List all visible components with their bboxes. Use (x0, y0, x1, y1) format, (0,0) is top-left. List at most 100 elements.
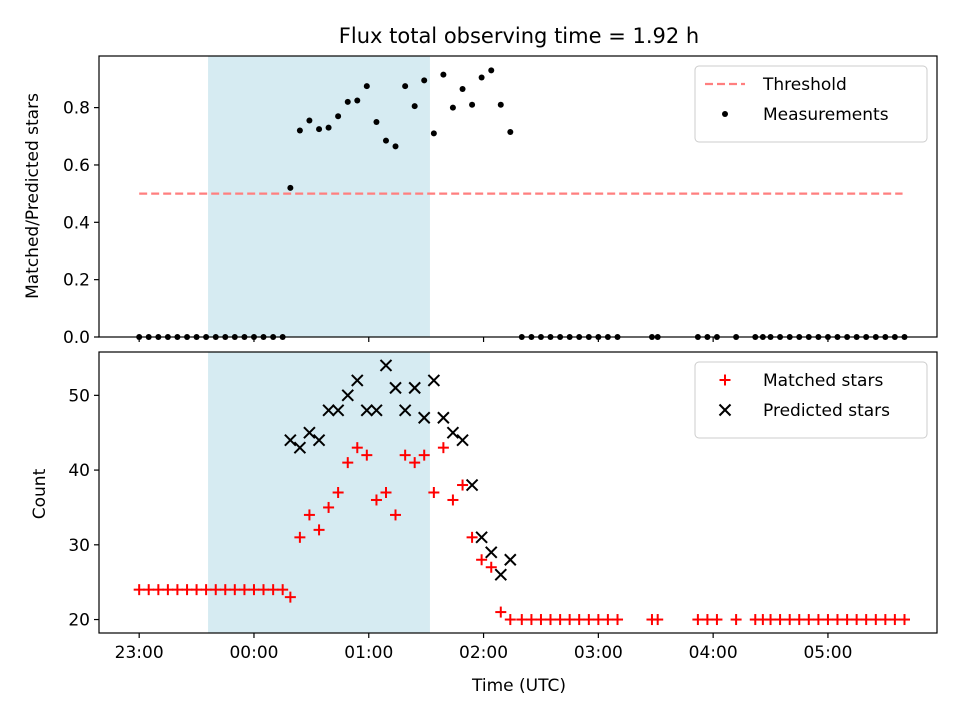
observing-window-top (208, 56, 430, 337)
matched-star-point-56 (730, 614, 742, 626)
measurement-point-32 (440, 71, 447, 78)
matched-star-point-34 (457, 479, 469, 491)
matched-star-point-31 (428, 487, 440, 498)
matched-star-point-17 (294, 531, 306, 543)
measurement-point-23 (354, 97, 361, 104)
matched-star-point-61 (784, 614, 796, 626)
x-tick-label-5: 04:00 (689, 643, 738, 663)
matched-star-point-73 (899, 614, 911, 626)
legend-box-bottom (694, 361, 928, 439)
x-tick-label-0: 23:00 (115, 643, 164, 663)
legend-matched-swatch (719, 374, 731, 386)
matched-star-point-49 (602, 614, 614, 626)
measurement-point-30 (421, 77, 428, 84)
matched-star-point-55 (711, 614, 723, 626)
measurement-point-25 (373, 118, 380, 125)
predicted-star-point-12 (398, 404, 412, 417)
matched-star-point-59 (765, 614, 777, 626)
predicted-star-point-3 (312, 433, 326, 447)
measurement-point-36 (478, 74, 485, 81)
matched-star-point-29 (409, 457, 421, 469)
matched-star-point-48 (592, 614, 604, 626)
x-tick-label-2: 01:00 (344, 643, 393, 663)
predicted-star-point-10 (379, 359, 393, 372)
bottom-panel: 20 30 40 50 23:00 00:00 01:00 02:00 03:00 04:00 05… (68, 351, 938, 663)
predicted-star-point-0 (284, 433, 297, 447)
matched-star-point-6 (191, 584, 203, 596)
measurement-point-18 (306, 117, 313, 124)
y-axis-label-bottom: Count (30, 468, 50, 519)
predicted-star-point-22 (494, 568, 507, 581)
predicted-star-point-7 (351, 374, 364, 387)
measurement-point-29 (411, 103, 418, 110)
x-tick-label-1: 00:00 (229, 643, 278, 663)
legend-measurements-swatch (722, 111, 728, 117)
x-tick-label-6: 05:00 (803, 643, 852, 663)
matched-star-point-70 (870, 614, 882, 626)
matched-star-point-14 (267, 584, 279, 596)
y-tick-label-top-3: 0.6 (63, 156, 90, 176)
measurement-point-28 (402, 83, 409, 90)
axes-frame-top (98, 55, 938, 338)
legend-bottom: Matched stars Predicted stars (694, 361, 928, 439)
matched-star-point-12 (248, 584, 260, 596)
matched-star-point-13 (258, 584, 270, 596)
predicted-star-point-11 (389, 381, 402, 395)
matched-star-point-37 (485, 561, 497, 573)
matched-star-point-28 (399, 449, 411, 461)
matched-star-point-4 (171, 584, 183, 596)
matched-star-point-40 (516, 614, 528, 626)
predicted-star-point-6 (341, 389, 354, 402)
y-axis-label-top: Matched/Predicted stars (23, 93, 43, 299)
predicted-star-point-4 (322, 404, 335, 417)
top-panel: 0.0 0.2 0.4 0.6 0.8 Threshold Measurements (63, 55, 938, 348)
matched-star-point-53 (692, 614, 704, 626)
matched-star-point-45 (564, 614, 576, 626)
predicted-star-point-1 (293, 441, 307, 454)
measurement-point-35 (469, 101, 476, 108)
measurement-point-37 (488, 67, 495, 74)
matched-star-point-10 (229, 584, 241, 596)
legend-label-top-1: Measurements (763, 105, 889, 125)
measurement-point-17 (296, 127, 303, 134)
y-tick-label-top-2: 0.4 (63, 213, 90, 233)
measurement-point-19 (316, 126, 323, 133)
observing-window-bottom (208, 352, 430, 633)
predicted-star-point-18 (456, 433, 469, 447)
predicted-star-point-9 (370, 404, 383, 417)
matched-star-point-7 (200, 584, 212, 596)
matched-star-point-27 (390, 509, 402, 521)
y-tick-label-bottom-0: 20 (68, 611, 90, 631)
predicted-star-point-15 (427, 374, 441, 387)
matched-star-point-47 (583, 614, 595, 626)
measurement-point-27 (392, 143, 399, 150)
matched-star-point-41 (525, 614, 537, 626)
matched-star-point-36 (476, 554, 488, 566)
y-tick-label-bottom-3: 50 (68, 386, 90, 406)
matched-star-point-8 (210, 584, 222, 596)
matched-star-point-42 (535, 614, 547, 626)
legend-predicted-swatch (718, 403, 732, 417)
y-tick-label-top-1: 0.2 (63, 271, 90, 291)
predicted-star-point-2 (303, 426, 316, 439)
figure-title: Flux total observing time = 1.92 h (339, 24, 699, 48)
y-tick-label-top-0: 0.0 (63, 328, 90, 348)
predicted-star-point-8 (360, 404, 374, 417)
matched-star-point-44 (554, 614, 566, 626)
matched-star-point-2 (152, 584, 164, 596)
matched-star-point-62 (793, 614, 805, 626)
matched-star-point-1 (143, 584, 155, 596)
matched-star-point-35 (466, 531, 478, 543)
matched-star-point-43 (544, 614, 556, 626)
measurement-point-31 (430, 130, 437, 137)
matched-star-point-18 (303, 509, 315, 521)
x-axis-label: Time (UTC) (471, 676, 566, 696)
y-tick-label-top-4: 0.8 (63, 99, 90, 119)
measurement-point-24 (363, 83, 370, 90)
matched-star-point-69 (860, 614, 872, 626)
matched-star-point-25 (370, 494, 382, 506)
matched-star-point-22 (342, 457, 354, 469)
legend-label-top-0: Threshold (762, 75, 847, 95)
measurement-point-20 (325, 124, 332, 131)
matched-star-point-64 (812, 614, 824, 626)
